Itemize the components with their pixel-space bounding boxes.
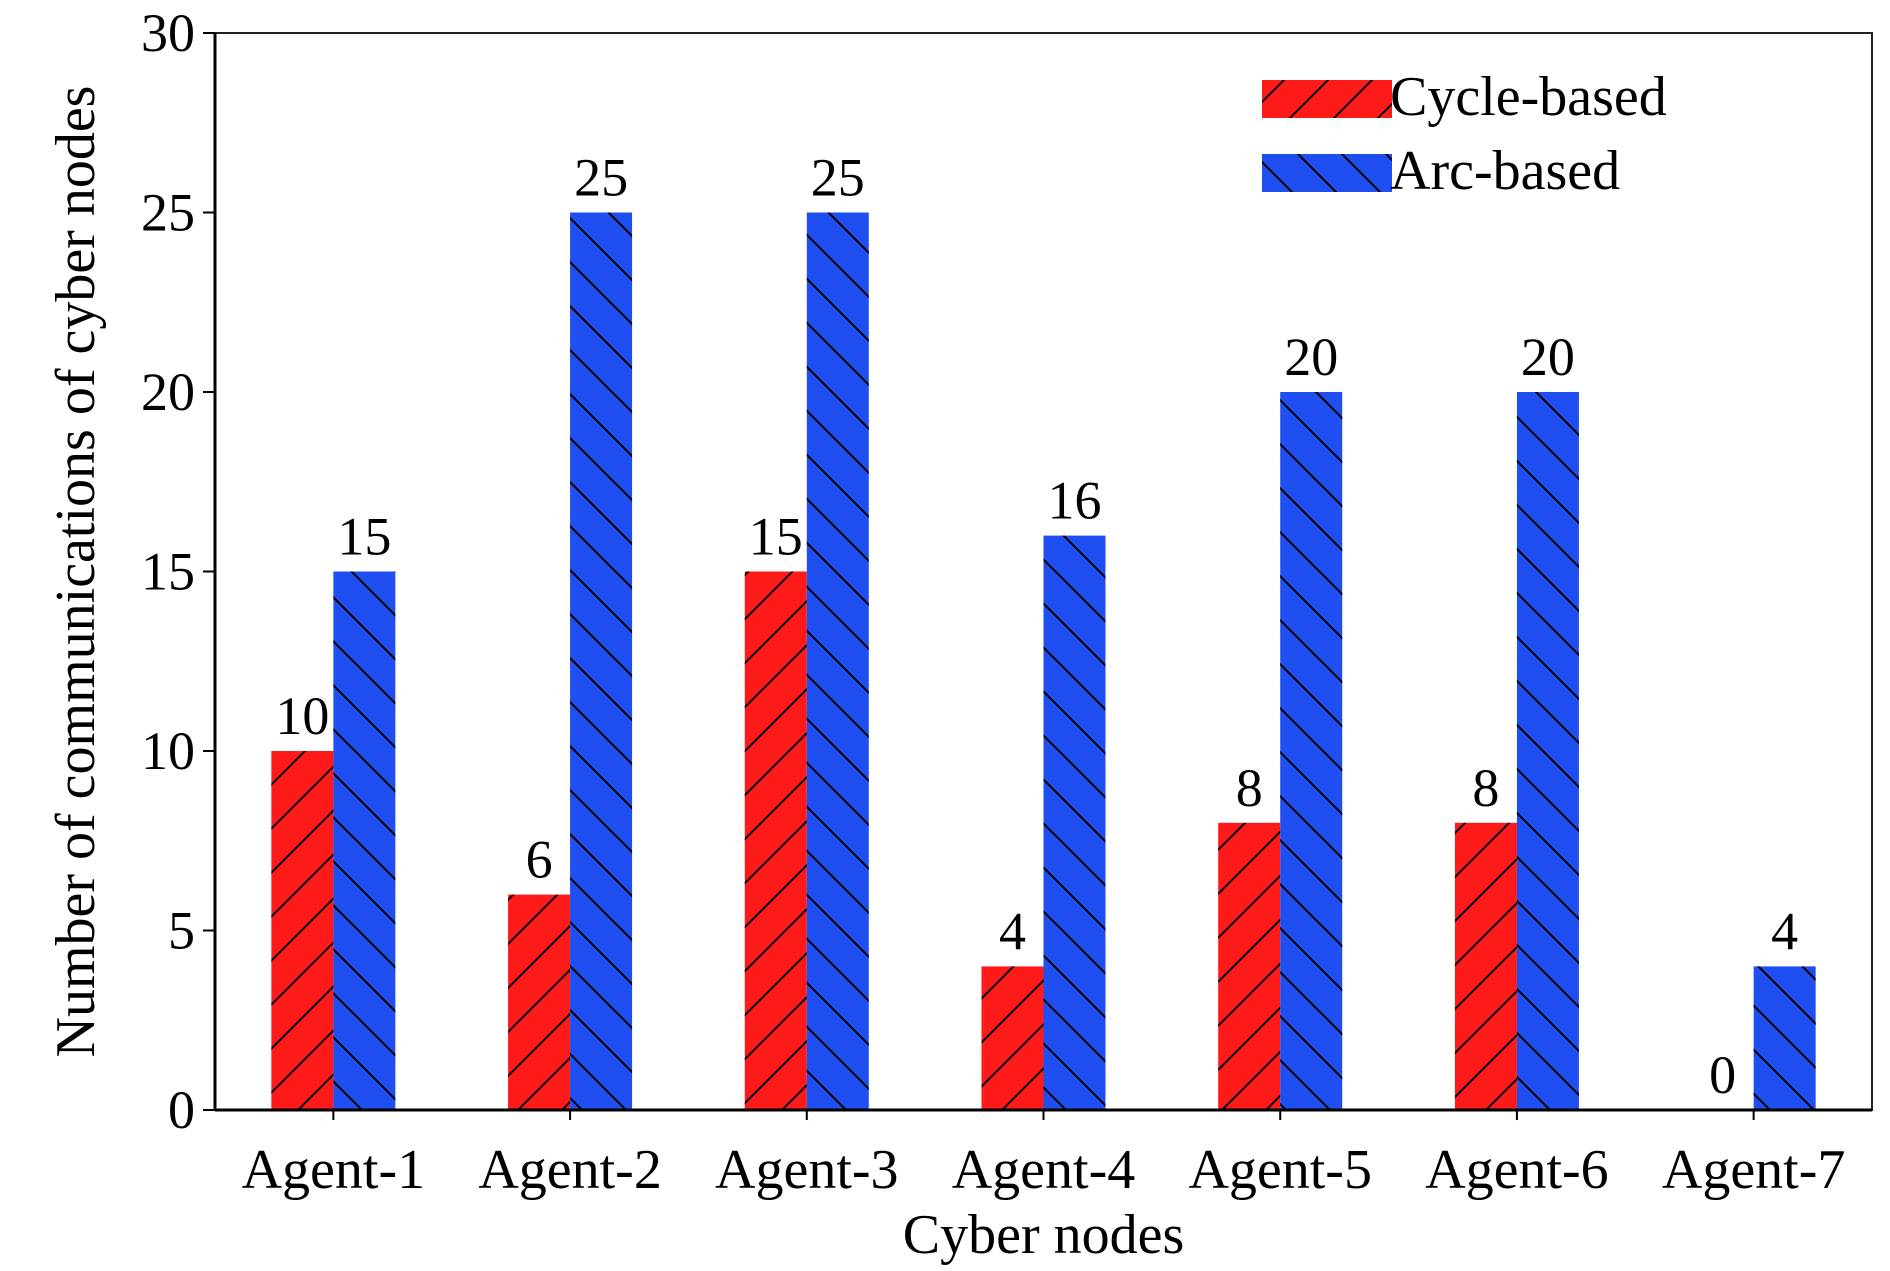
- data-label: 4: [999, 901, 1026, 961]
- bar-hatch: [1280, 392, 1343, 1110]
- y-tick-label: 10: [141, 721, 195, 781]
- y-tick-label: 20: [141, 362, 195, 422]
- legend-label: Cycle-based: [1390, 66, 1667, 128]
- data-label: 15: [337, 507, 391, 567]
- data-label: 20: [1521, 327, 1575, 387]
- data-label: 6: [526, 830, 553, 890]
- bar-hatch: [1516, 392, 1579, 1110]
- data-label: 16: [1048, 471, 1102, 531]
- legend: Cycle-based Arc-based: [1262, 66, 1667, 202]
- bar-hatch: [1043, 535, 1106, 1110]
- x-tick-label: Agent-2: [478, 1139, 662, 1201]
- data-label: 15: [749, 507, 803, 567]
- legend-swatch-hatch: [1262, 80, 1392, 118]
- bar-hatch: [333, 571, 396, 1110]
- data-label: 25: [811, 148, 865, 208]
- bar-hatch: [806, 212, 869, 1110]
- x-tick-label: Agent-4: [952, 1139, 1136, 1201]
- y-tick-label: 25: [141, 183, 195, 243]
- data-label: 0: [1709, 1045, 1736, 1105]
- y-tick-label: 0: [168, 1080, 195, 1140]
- bar-hatch: [508, 894, 571, 1110]
- axes-layer: [203, 32, 1873, 1120]
- data-label: 25: [574, 148, 628, 208]
- bar-hatch: [744, 571, 807, 1110]
- bar-hatch: [271, 751, 334, 1110]
- data-label: 8: [1236, 758, 1263, 818]
- x-tick-label: Agent-5: [1188, 1139, 1372, 1201]
- y-axis-title: Number of communications of cyber nodes: [45, 86, 107, 1058]
- bar-hatch: [1753, 966, 1816, 1110]
- y-tick-label: 5: [168, 901, 195, 961]
- y-tick-label: 30: [141, 3, 195, 63]
- bar-hatch: [981, 966, 1044, 1110]
- data-label: 8: [1472, 758, 1499, 818]
- data-label: 20: [1284, 327, 1338, 387]
- bar-hatch: [1454, 822, 1517, 1110]
- y-tick-label: 15: [141, 542, 195, 602]
- bars-layer: [271, 212, 1816, 1110]
- x-tick-label: Agent-7: [1662, 1139, 1846, 1201]
- x-tick-label: Agent-6: [1425, 1139, 1609, 1201]
- data-label: 4: [1771, 901, 1798, 961]
- x-tick-label: Agent-3: [715, 1139, 899, 1201]
- legend-label: Arc-based: [1390, 140, 1620, 202]
- legend-swatch-hatch: [1262, 154, 1392, 192]
- labels-layer: 10 15 Agent-1 6 25 Agent-2 15 25 Agent-3 4 16 Agent…: [45, 3, 1845, 1266]
- bar-hatch: [1218, 822, 1281, 1110]
- data-label: 10: [275, 686, 329, 746]
- x-tick-label: Agent-1: [242, 1139, 426, 1201]
- x-axis-title: Cyber nodes: [903, 1204, 1185, 1266]
- bar-hatch: [570, 212, 633, 1110]
